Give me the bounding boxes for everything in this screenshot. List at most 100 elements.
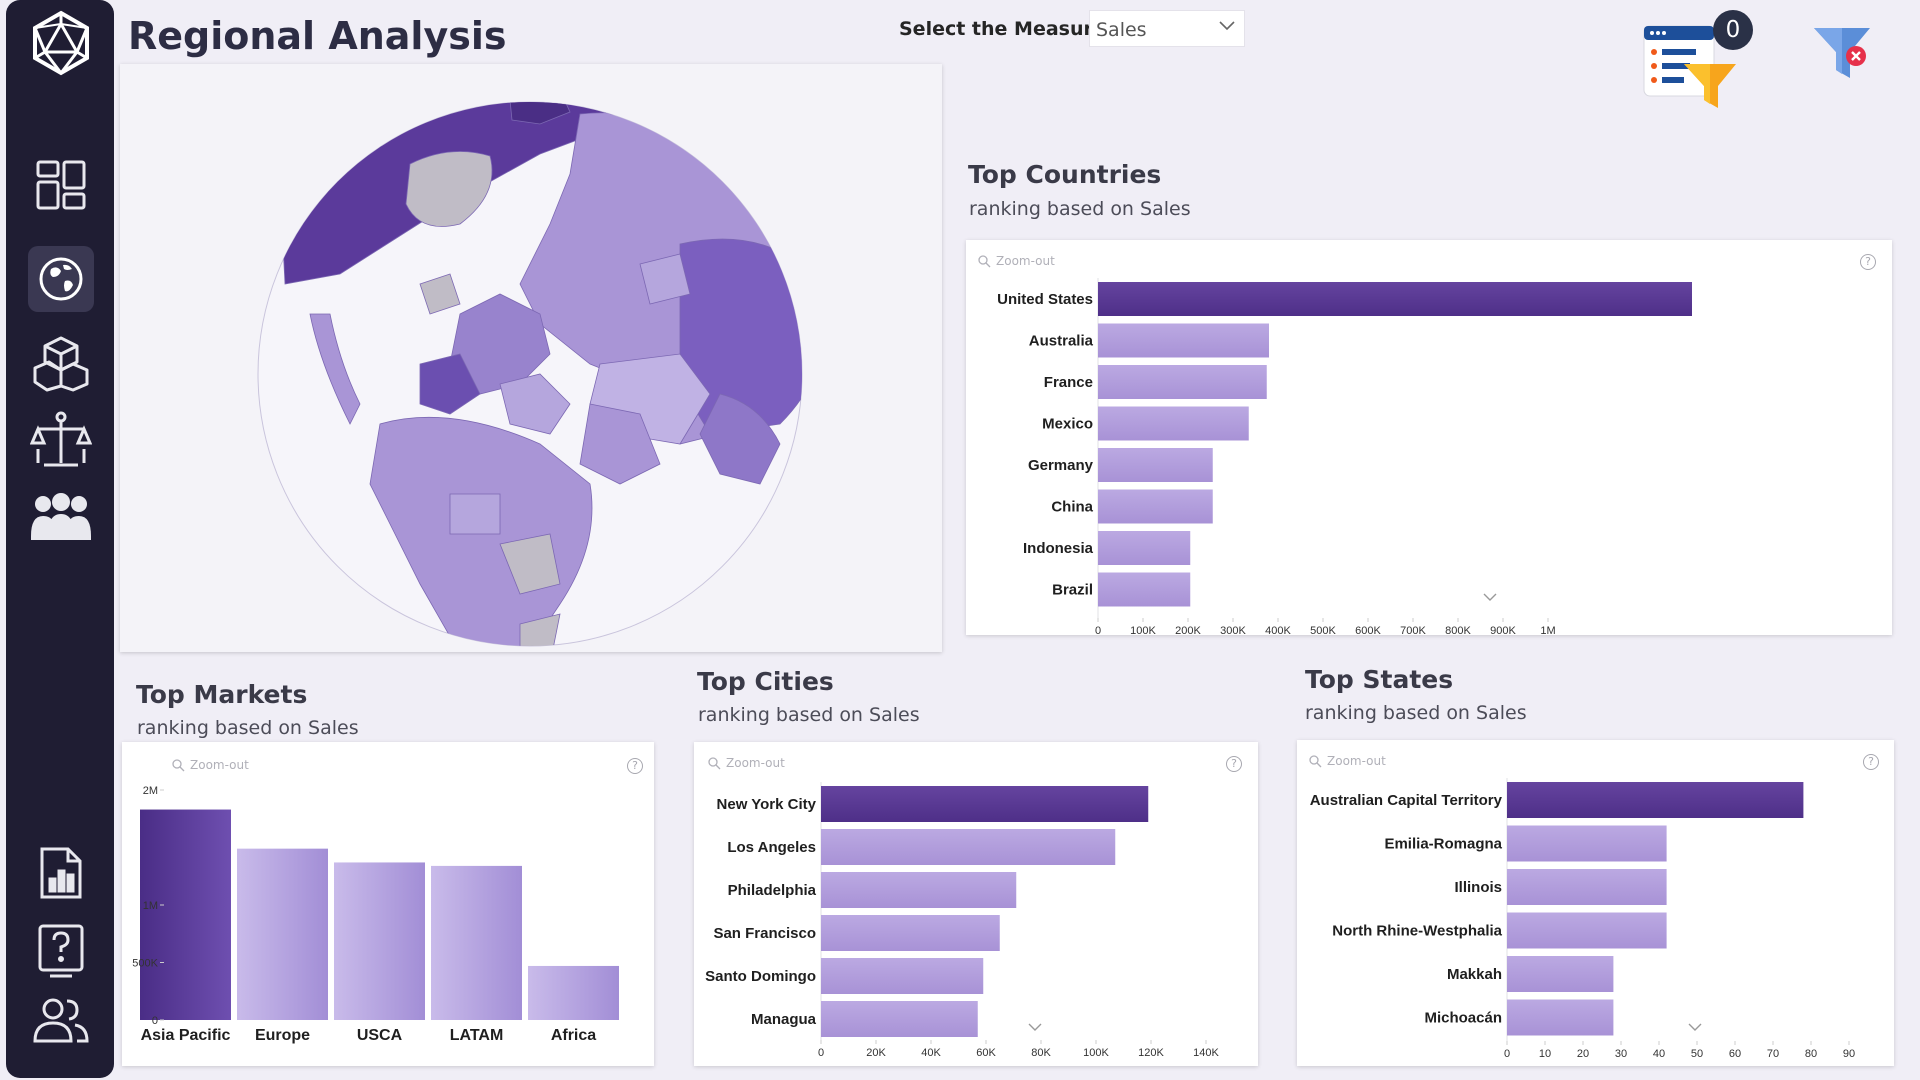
- markets-chart-card[interactable]: Zoom-out ? Asia Pacific Europe USCA LATAM Af…: [122, 742, 654, 1066]
- tick-label: 20K: [866, 1047, 886, 1059]
- countries-chart-card[interactable]: Zoom-out ? United States Australia France M…: [966, 240, 1892, 637]
- bar[interactable]: [1507, 999, 1614, 1036]
- tick-label: 500K: [1310, 625, 1336, 635]
- users-icon[interactable]: [28, 988, 94, 1054]
- bar[interactable]: [1507, 869, 1667, 905]
- tick-label: 800K: [1445, 625, 1471, 635]
- tick-label: 140K: [1193, 1047, 1219, 1059]
- bar[interactable]: [821, 915, 1000, 951]
- cities-subtitle: ranking based on Sales: [698, 704, 920, 726]
- markets-title: Top Markets: [136, 680, 308, 709]
- bar[interactable]: [821, 1001, 978, 1037]
- bar[interactable]: [1098, 531, 1191, 565]
- measure-dropdown[interactable]: Sales: [1089, 10, 1245, 47]
- chevron-down-icon[interactable]: [1687, 1022, 1703, 1032]
- category-label: USCA: [357, 1027, 403, 1044]
- bar[interactable]: [1098, 365, 1267, 399]
- bar[interactable]: [821, 829, 1116, 865]
- tick-label: 80K: [1031, 1047, 1051, 1059]
- bar[interactable]: [821, 872, 1017, 908]
- bar[interactable]: [334, 862, 425, 1020]
- zoom-out-label: Zoom-out: [996, 254, 1055, 268]
- bar[interactable]: [1507, 782, 1804, 818]
- countries-title: Top Countries: [968, 160, 1162, 189]
- bar[interactable]: [821, 786, 1149, 822]
- globe-icon[interactable]: [28, 246, 94, 312]
- category-label: Indonesia: [1023, 540, 1094, 557]
- countries-subtitle: ranking based on Sales: [969, 198, 1191, 220]
- tick-label: 200K: [1175, 625, 1201, 635]
- bar[interactable]: [1507, 912, 1667, 949]
- category-label: Brazil: [1052, 582, 1093, 599]
- tick-label: 20: [1577, 1048, 1589, 1060]
- tick-label: 100K: [1130, 625, 1156, 635]
- tick-label: 400K: [1265, 625, 1291, 635]
- zoom-out-button[interactable]: Zoom-out: [708, 756, 785, 770]
- bar[interactable]: [528, 965, 619, 1020]
- filter-panel-button[interactable]: [1640, 12, 1760, 117]
- zoom-out-label: Zoom-out: [726, 756, 785, 770]
- bar[interactable]: [1098, 448, 1213, 482]
- bar[interactable]: [237, 848, 328, 1020]
- zoom-out-label: Zoom-out: [190, 758, 249, 772]
- bar[interactable]: [1098, 406, 1249, 441]
- tick-label: 60K: [976, 1047, 996, 1059]
- tick-label: 100K: [1083, 1047, 1109, 1059]
- chevron-down-icon[interactable]: [1482, 592, 1498, 602]
- help-circle-icon[interactable]: ?: [1863, 754, 1879, 770]
- people-icon[interactable]: [28, 484, 94, 550]
- category-label: Germany: [1028, 457, 1094, 474]
- measure-selected-value: Sales: [1096, 19, 1147, 41]
- bar[interactable]: [821, 958, 984, 994]
- zoom-out-button[interactable]: Zoom-out: [172, 758, 249, 772]
- bar[interactable]: [431, 865, 522, 1020]
- tick-label: 300K: [1220, 625, 1246, 635]
- category-label: Africa: [551, 1027, 596, 1044]
- tick-label: 1M: [143, 900, 158, 912]
- filter-list-icon: [1643, 25, 1736, 108]
- states-title: Top States: [1305, 665, 1454, 694]
- tick-label: 30: [1615, 1048, 1627, 1060]
- category-label: Europe: [255, 1027, 310, 1044]
- bar[interactable]: [1098, 323, 1269, 358]
- cities-bar-chart: New York City Los Angeles Philadelphia San …: [705, 782, 1220, 1059]
- category-label: Michoacán: [1424, 1010, 1502, 1027]
- clear-filters-button[interactable]: [1812, 22, 1874, 84]
- magnifier-icon: [172, 758, 185, 771]
- magnifier-icon: [708, 756, 721, 769]
- category-label: Makkah: [1447, 966, 1502, 983]
- zoom-out-button[interactable]: Zoom-out: [978, 254, 1055, 268]
- bar[interactable]: [1098, 572, 1191, 607]
- category-label: LATAM: [450, 1027, 504, 1044]
- boxes-icon[interactable]: [28, 330, 94, 396]
- countries-bar-chart: United States Australia France Mexico German…: [997, 278, 1692, 637]
- logo-icon[interactable]: [28, 10, 94, 76]
- bar[interactable]: [1507, 825, 1667, 862]
- help-icon[interactable]: [28, 918, 94, 984]
- dashboard-icon[interactable]: [28, 152, 94, 218]
- chevron-down-icon[interactable]: [1027, 1022, 1043, 1032]
- category-label: Illinois: [1454, 879, 1502, 896]
- markets-bar-chart: Asia Pacific Europe USCA LATAM Africa 0 500K 1M…: [132, 785, 619, 1044]
- report-icon[interactable]: [28, 840, 94, 906]
- bar[interactable]: [1507, 956, 1614, 992]
- bar[interactable]: [1098, 282, 1692, 316]
- scale-icon[interactable]: [28, 406, 94, 472]
- globe-map-icon: [257, 101, 803, 647]
- bar[interactable]: [140, 809, 231, 1020]
- tick-label: 70: [1767, 1048, 1779, 1060]
- filter-count-badge: 0: [1713, 10, 1753, 50]
- category-label: Asia Pacific: [141, 1027, 231, 1044]
- states-chart-card[interactable]: Zoom-out ? Australian Capital Territory E…: [1297, 740, 1894, 1066]
- help-circle-icon[interactable]: ?: [1860, 254, 1876, 270]
- tick-label: 600K: [1355, 625, 1381, 635]
- bar[interactable]: [1098, 489, 1213, 524]
- map-visual[interactable]: [120, 64, 942, 652]
- tick-label: 120K: [1138, 1047, 1164, 1059]
- help-circle-icon[interactable]: ?: [1226, 756, 1242, 772]
- cities-chart-card[interactable]: Zoom-out ? New York City Los Angeles Phila…: [694, 742, 1258, 1066]
- help-circle-icon[interactable]: ?: [627, 758, 643, 774]
- zoom-out-button[interactable]: Zoom-out: [1309, 754, 1386, 768]
- tick-label: 0: [1504, 1048, 1510, 1060]
- category-label: Australian Capital Territory: [1310, 792, 1503, 809]
